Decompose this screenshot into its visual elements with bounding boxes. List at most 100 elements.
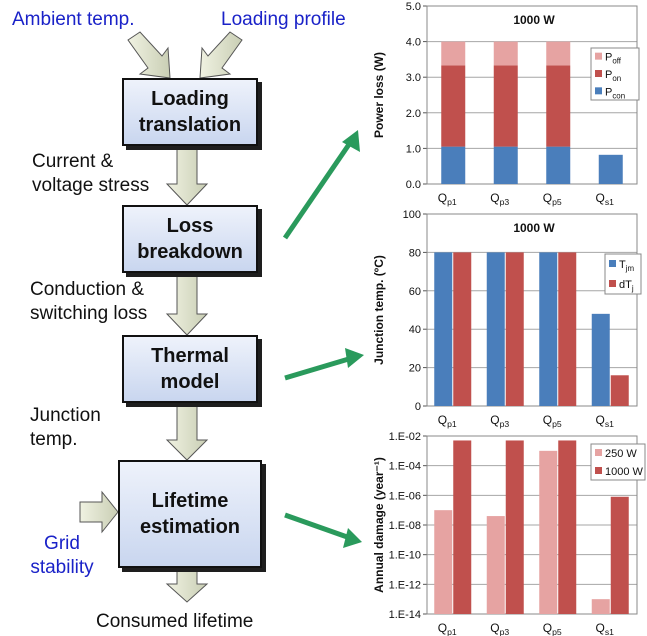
power-loss-chart: 0.0 1.0 2.0 3.0 4.0 5.0 Qp1 Qp3 Qp5 Qs1 1000 W Powe… (372, 1, 640, 207)
y-axis-label: Power loss (W) (372, 52, 386, 138)
x-tick-label: Qs1 (596, 191, 615, 207)
legend-swatch (609, 280, 616, 287)
label-line: Grid (44, 533, 80, 554)
chart-title: 1000 W (513, 221, 555, 235)
box-line: estimation (139, 516, 241, 538)
plot-frame (426, 213, 638, 407)
flow-arrow-2 (165, 269, 209, 336)
bar (546, 146, 571, 184)
label-line: voltage stress (32, 175, 150, 196)
y-tick-label: 4.0 (406, 37, 421, 49)
bar (493, 65, 518, 147)
x-tick-label: Qp1 (438, 413, 457, 429)
bar (610, 375, 629, 406)
y-axis-label: Junction temp. (ºC) (372, 255, 386, 365)
junction-temp-chart: 0 20 40 60 80 100 Qp1 Qp3 Qp5 Qs1 1000 W Junction t… (372, 209, 642, 429)
bar (505, 440, 524, 614)
box-line: Loss (166, 215, 214, 237)
label-line: Current & (32, 151, 114, 172)
bar (453, 252, 472, 406)
box-line: model (160, 371, 220, 393)
y-tick-label: 1.E-08 (389, 520, 421, 532)
y-tick-label: 1.E-06 (389, 490, 421, 502)
bar (539, 450, 558, 614)
bar (441, 65, 466, 147)
lifetime-estimation-box: Lifetime estimation (118, 460, 262, 568)
y-tick-label: 40 (409, 324, 421, 336)
box-line: translation (138, 114, 242, 136)
y-tick-label: 5.0 (406, 1, 421, 13)
bar (441, 146, 466, 184)
box-line: breakdown (137, 241, 243, 263)
bar (486, 252, 505, 406)
label-line: stability (30, 557, 94, 578)
bar (591, 599, 610, 614)
loading-input-arrow (199, 31, 243, 79)
y-tick-label: 1.E-04 (389, 461, 421, 473)
y-tick-label: 100 (403, 209, 421, 221)
legend-label: Pon (605, 69, 621, 83)
bar (546, 41, 571, 66)
box-line: Lifetime (151, 490, 229, 512)
green-arrows (282, 130, 364, 548)
legend-swatch (595, 87, 602, 95)
y-tick-label: 0 (415, 401, 421, 413)
legend-label: Poff (605, 52, 622, 66)
legend-label: 1000 W (605, 466, 644, 478)
x-tick-label: Qp5 (543, 191, 562, 207)
junction-temp-label: Junction temp. (30, 404, 101, 452)
y-tick-label: 1.0 (406, 143, 421, 155)
label-line: Conduction & (30, 279, 145, 300)
bar (434, 510, 453, 614)
legend-swatch (595, 467, 602, 474)
x-tick-label: Qp3 (490, 191, 509, 207)
label-line: switching loss (30, 303, 148, 324)
annual-damage-chart: 1.E-14 1.E-12 1.E-10 1.E-08 1.E-06 1.E-04 1.E-… (372, 431, 646, 636)
label-line: Junction (30, 405, 101, 426)
box-line: Loading (151, 88, 229, 110)
box-line: Thermal (151, 345, 229, 367)
bar (558, 252, 577, 406)
grid-input-arrow (79, 490, 119, 534)
x-tick-label: Qp3 (490, 413, 509, 429)
bar (546, 65, 571, 147)
ambient-input-arrow (127, 31, 171, 79)
thermal-model-box: Thermal model (122, 335, 258, 403)
x-tick-label: Qp1 (438, 621, 457, 636)
bar (493, 41, 518, 66)
x-tick-label: Qs1 (596, 621, 615, 636)
conduction-switching-label: Conduction & switching loss (30, 278, 147, 326)
flow-arrow-1 (165, 141, 209, 206)
legend-label: dTj (619, 279, 634, 293)
legend-swatch (595, 449, 602, 456)
bar (598, 154, 623, 184)
y-tick-label: 20 (409, 363, 421, 375)
bar (441, 41, 466, 66)
y-tick-label: 2.0 (406, 108, 421, 120)
y-tick-label: 60 (409, 286, 421, 298)
bar (610, 496, 629, 614)
bar (486, 516, 505, 614)
legend-label: Pcon (605, 86, 625, 100)
bar (591, 313, 610, 406)
bar (539, 252, 558, 406)
legend-label: 250 W (605, 448, 637, 460)
y-tick-label: 1.E-14 (389, 609, 421, 621)
bar (558, 440, 577, 614)
consumed-lifetime-label: Consumed lifetime (96, 611, 254, 632)
flow-arrows (79, 31, 364, 603)
legend-swatch (595, 70, 602, 77)
x-tick-label: Qp5 (543, 413, 562, 429)
loading-profile-label: Loading profile (221, 9, 346, 30)
y-tick-label: 3.0 (406, 72, 421, 84)
x-tick-label: Qp5 (543, 621, 562, 636)
grid-stability-label: Grid stability (22, 532, 102, 580)
flow-arrow-4 (165, 565, 209, 603)
y-tick-label: 1.E-12 (389, 579, 421, 591)
legend-swatch (595, 52, 602, 60)
loading-translation-box: Loading translation (122, 78, 258, 146)
y-axis-label: Annual damage (year⁻¹) (372, 457, 386, 593)
x-tick-label: Qp1 (438, 191, 457, 207)
bar (505, 252, 524, 406)
loss-breakdown-box: Loss breakdown (122, 205, 258, 273)
